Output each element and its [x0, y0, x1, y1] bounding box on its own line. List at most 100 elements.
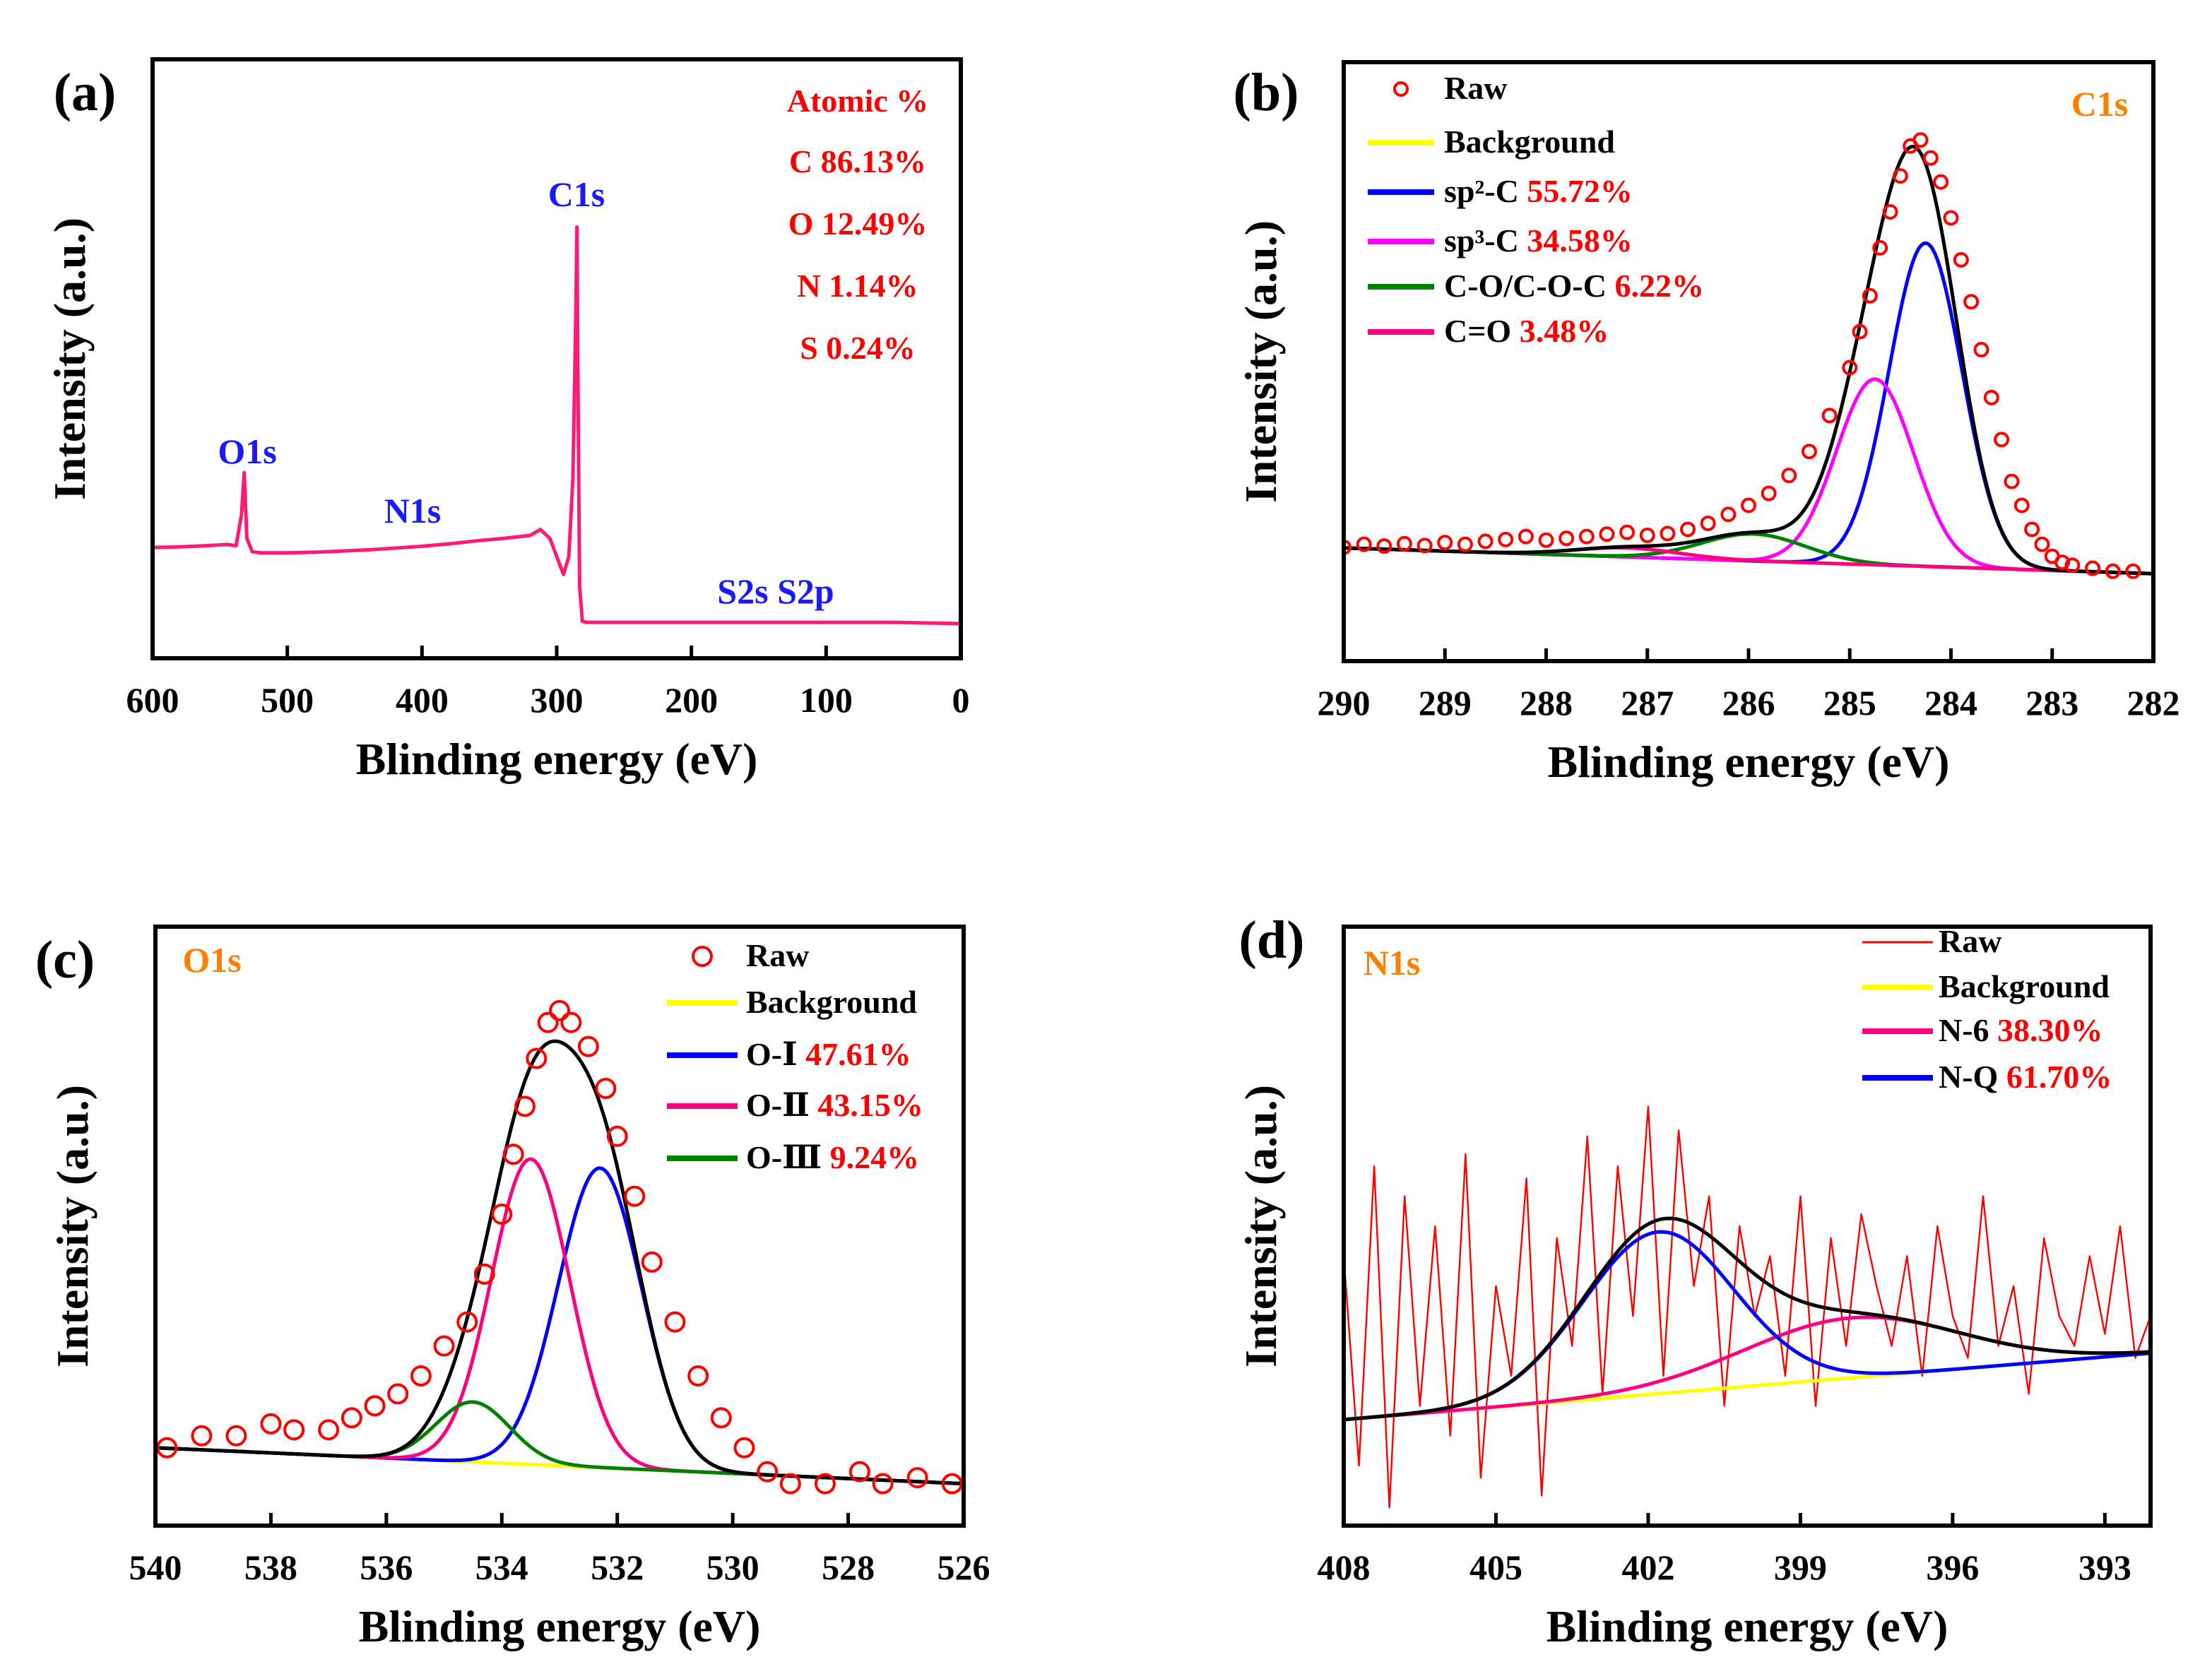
x-tick-label: 500	[261, 680, 314, 720]
x-tick-label: 287	[1621, 683, 1674, 723]
x-tick-label: 290	[1318, 683, 1371, 723]
raw-data-point	[364, 1395, 386, 1417]
legend-item: Background	[667, 984, 917, 1020]
raw-data-point	[941, 1473, 963, 1495]
raw-data-line	[1344, 1105, 2151, 1509]
component-line	[1344, 532, 2153, 576]
legend-marker-circle	[692, 946, 713, 967]
raw-data-point	[577, 1035, 599, 1057]
raw-data-point	[1953, 251, 1969, 268]
x-tick-label: 402	[1621, 1548, 1674, 1587]
axes-frame	[1342, 925, 2153, 1528]
legend-label: O-Ⅰ 47.61%	[746, 1036, 911, 1072]
component-percent: 34.58%	[1527, 222, 1633, 259]
atomic-percent-label: S 0.24%	[800, 330, 916, 366]
component-name: O-Ⅲ	[746, 1139, 830, 1175]
x-tick-label: 532	[591, 1548, 644, 1587]
x-tick-label: 408	[1318, 1548, 1371, 1587]
envelope-line	[1344, 144, 2153, 576]
component-line	[155, 1166, 964, 1486]
raw-data-point	[1761, 485, 1777, 501]
legend-label: Raw	[1939, 923, 2001, 959]
raw-data-point	[1821, 408, 1838, 424]
peak-label: N1s	[384, 491, 442, 530]
raw-data-point	[1578, 528, 1595, 545]
peak-label: O1s	[218, 432, 276, 471]
raw-data-point	[1396, 535, 1412, 552]
raw-data-point	[906, 1467, 928, 1489]
raw-data-point	[1862, 287, 1878, 304]
raw-data-point	[1416, 537, 1433, 554]
component-percent: 6.22%	[1614, 268, 1704, 304]
raw-data-point	[1559, 530, 1575, 547]
raw-data-point	[1842, 360, 1858, 376]
x-tick-label: 600	[126, 680, 179, 720]
atomic-percent-label: Atomic %	[787, 83, 929, 119]
legend-label: Background	[746, 984, 917, 1020]
raw-data-point	[260, 1413, 282, 1435]
raw-data-point	[1680, 521, 1696, 537]
raw-data-point	[872, 1473, 894, 1495]
component-percent: 47.61%	[805, 1036, 911, 1072]
component-percent: 43.15%	[817, 1087, 923, 1123]
legend-marker-circle	[1393, 81, 1409, 97]
raw-data-point	[624, 1185, 646, 1207]
legend-label: Background	[1939, 968, 2110, 1004]
raw-data-point	[1852, 323, 1868, 340]
x-tick-label: 528	[822, 1548, 875, 1587]
y-axis-label: Intensity (a.u.)	[1236, 1085, 1286, 1367]
y-axis-label: Intensity (a.u.)	[1236, 220, 1286, 503]
legend-label: C-O/C-O-C 6.22%	[1444, 268, 1704, 304]
plot-area	[153, 225, 961, 626]
raw-data-point	[814, 1473, 836, 1495]
x-tick-label: 0	[952, 680, 970, 720]
panel-title: C1s	[2071, 84, 2129, 124]
raw-data-point	[225, 1425, 247, 1447]
raw-data-point	[2125, 563, 2141, 579]
legend-label: N-Q 61.70%	[1939, 1059, 2112, 1095]
x-tick-label: 300	[531, 680, 584, 720]
raw-data-point	[491, 1204, 513, 1225]
panel-label: (a)	[54, 63, 117, 122]
x-tick-label: 396	[1926, 1548, 1979, 1587]
legend-label: Raw	[1444, 70, 1507, 106]
plot-area	[1344, 132, 2153, 579]
axes-frame	[153, 925, 966, 1528]
raw-data-point	[2085, 560, 2101, 576]
raw-data-point	[779, 1473, 801, 1495]
raw-data-point	[1457, 536, 1473, 552]
legend-item: O-Ⅱ 43.15%	[667, 1087, 923, 1123]
legend-label: C=O 3.48%	[1444, 313, 1609, 349]
legend-item: Background	[1368, 124, 1615, 160]
panel-title: N1s	[1364, 943, 1421, 982]
raw-data-point	[1344, 539, 1352, 555]
panel-title: O1s	[182, 940, 241, 980]
legend: Raw Background O-Ⅰ 47.61% O-Ⅱ 43.15% O-Ⅲ 9.2…	[667, 937, 923, 1175]
component-line	[155, 1400, 964, 1486]
panel-a: 600 500 400 300 200 100 0 Blinding energy (eV) I…	[45, 57, 970, 784]
raw-data-point	[1973, 342, 1989, 358]
x-axis-label: Blinding energy (eV)	[1548, 737, 1950, 787]
raw-data-point	[1639, 527, 1655, 543]
raw-data-point	[1437, 535, 1453, 551]
component-line	[155, 1157, 964, 1486]
component-percent: 55.72%	[1527, 173, 1633, 209]
x-tick-label: 200	[665, 680, 718, 720]
raw-data-point	[502, 1144, 524, 1165]
raw-data-point	[1700, 515, 1716, 531]
raw-data-point	[848, 1461, 870, 1483]
legend-item: sp²-C 55.72%	[1368, 173, 1633, 209]
peak-label: S2s S2p	[717, 571, 834, 611]
x-tick-label: 536	[360, 1548, 413, 1587]
atomic-percent-label: O 12.49%	[788, 206, 928, 242]
legend-item: C-O/C-O-C 6.22%	[1368, 268, 1704, 304]
x-tick-label: 285	[1823, 683, 1876, 723]
raw-data-point	[1376, 538, 1392, 554]
raw-data-point	[191, 1425, 213, 1447]
legend-label: Background	[1444, 124, 1615, 160]
raw-data-point	[2034, 536, 2050, 552]
x-axis-label: Blinding energy (eV)	[1546, 1601, 1948, 1651]
raw-data-point	[687, 1365, 709, 1386]
raw-data-point	[1741, 497, 1756, 513]
